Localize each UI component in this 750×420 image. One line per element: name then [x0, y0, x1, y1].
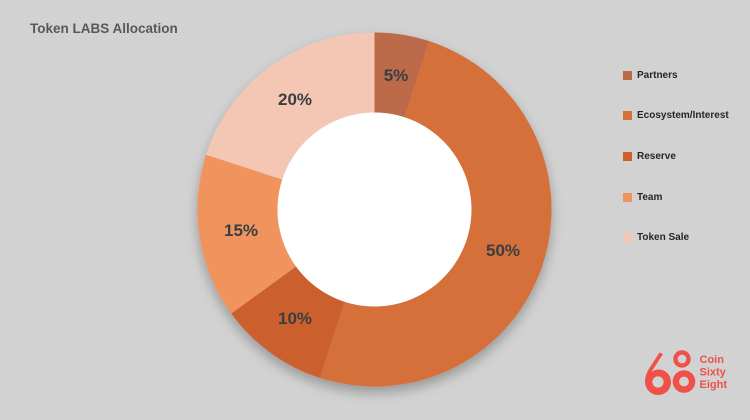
svg-text:Sixty: Sixty: [700, 366, 727, 378]
svg-text:Coin: Coin: [700, 354, 725, 366]
svg-text:Eight: Eight: [700, 379, 728, 391]
